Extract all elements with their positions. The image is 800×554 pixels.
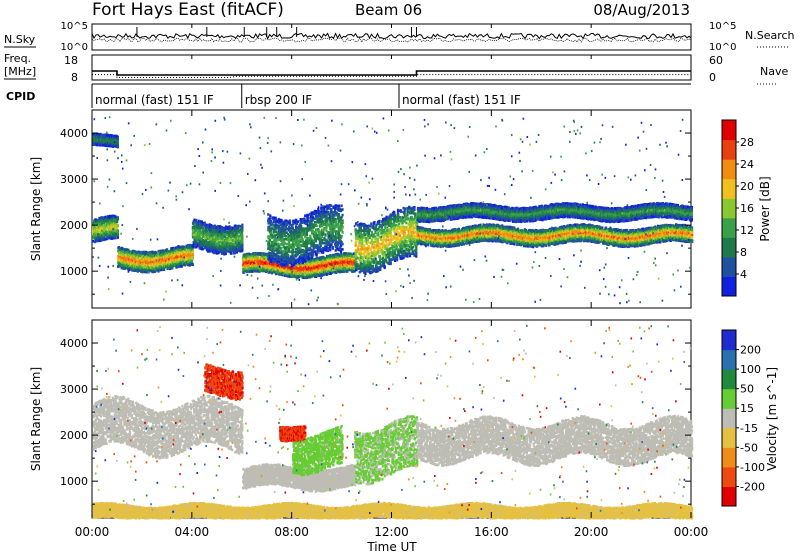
heatmap-cell (286, 271, 288, 274)
top-strip-right-tick-bottom: 10^0 (709, 42, 736, 53)
heatmap-cell (241, 249, 243, 252)
heatmap-cell (205, 239, 207, 242)
heatmap-cell (170, 247, 172, 250)
date-title: 08/Aug/2013 (593, 1, 690, 19)
heatmap-cell (139, 251, 141, 254)
nave-tick-top: 60 (709, 54, 723, 67)
heatmap-cell (241, 236, 243, 239)
heatmap-cell (192, 257, 194, 260)
heatmap-cell (150, 255, 152, 258)
freq-label-line1: Freq. (4, 52, 31, 65)
heatmap-cell (117, 225, 119, 228)
heatmap-cell (115, 237, 117, 240)
nave-label: Nave (760, 65, 788, 78)
heatmap-cell (219, 240, 221, 243)
top-strip-right-label: N.Search (745, 29, 795, 42)
heatmap-cell (165, 252, 167, 255)
cpid-segment-label: normal (fast) 151 IF (95, 93, 214, 107)
heatmap-cell (241, 241, 243, 244)
cpid-label: CPID (6, 90, 35, 103)
heatmap-cell (192, 253, 194, 256)
heatmap-cell (193, 234, 195, 237)
cpid-segment-label: rbsp 200 IF (245, 93, 312, 107)
top-strip-left-label: N.Sky (4, 33, 36, 46)
heatmap-cell (117, 236, 119, 239)
nave-tick-bottom: 0 (709, 71, 716, 84)
heatmap-cell (241, 226, 243, 229)
cpid-segment-label: normal (fast) 151 IF (402, 93, 521, 107)
top-strip-right-tick-top: 10^5 (709, 21, 736, 32)
heatmap-cell (230, 252, 232, 255)
heatmap-cell (225, 253, 227, 256)
heatmap-cell (115, 215, 117, 218)
heatmap-cell (192, 263, 194, 266)
freq-tick-top: 18 (64, 54, 78, 67)
heatmap-cell (236, 225, 238, 228)
heatmap-cell (241, 244, 243, 247)
heatmap-cell (241, 246, 243, 249)
heatmap-cell (107, 237, 109, 240)
heatmap-cell (195, 219, 197, 222)
station-title: Fort Hays East (fitACF) (92, 0, 284, 20)
beam-title: Beam 06 (355, 1, 422, 19)
heatmap-cell (239, 225, 241, 228)
top-strip-left-tick-bottom: 10^0 (61, 42, 88, 53)
heatmap-cell (241, 229, 243, 232)
heatmap-cell (191, 260, 193, 263)
heatmap-cell (117, 231, 119, 234)
heatmap-cell (241, 233, 243, 236)
freq-label-line2: [MHz] (4, 65, 36, 78)
freq-tick-bottom: 8 (71, 71, 78, 84)
heatmap-cell (202, 236, 204, 239)
heatmap-cell (92, 240, 94, 243)
heatmap-cell (202, 248, 204, 251)
top-strip-left-tick-top: 10^5 (61, 21, 88, 32)
